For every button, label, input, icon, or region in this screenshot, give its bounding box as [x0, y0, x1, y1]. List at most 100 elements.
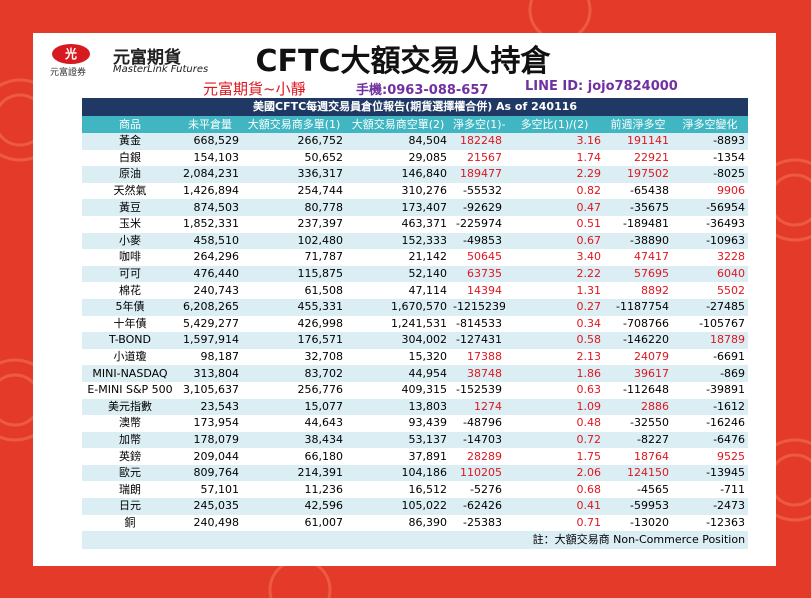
cell: 2.13 — [576, 350, 602, 364]
cell: 57695 — [604, 265, 672, 283]
cell: 668,529 — [178, 133, 242, 150]
cell: 61,007 — [304, 515, 344, 529]
cell: 3,105,637 — [183, 383, 239, 397]
cell: 1,670,570 — [346, 298, 450, 316]
cell: 0.67 — [505, 232, 604, 250]
cell: 44,643 — [304, 416, 344, 430]
commodity: 瑞朗 — [119, 482, 141, 496]
cell: 13,803 — [346, 398, 450, 416]
cell: -6476 — [672, 431, 749, 449]
cell: 21567 — [467, 150, 502, 164]
commodity: 美元指數 — [82, 398, 178, 416]
cell: -16246 — [706, 416, 746, 430]
cell: 1.31 — [576, 283, 602, 297]
cell: 463,371 — [401, 217, 448, 231]
cell: 105,022 — [346, 498, 450, 515]
cell: 6040 — [672, 265, 749, 283]
column-header: 大額交易商多單(1) — [242, 116, 346, 133]
cell: -12363 — [706, 515, 746, 529]
row: 玉米 1,852,331 237,397 463,371 -225974 0.51 -189… — [82, 216, 748, 233]
logo: 光 — [52, 44, 90, 64]
cell: 1,241,531 — [391, 316, 447, 330]
cell: 0.34 — [576, 316, 602, 330]
cell: 86,390 — [408, 515, 448, 529]
cell: 237,397 — [297, 217, 344, 231]
row: 美元指數 23,543 15,077 13,803 1274 1.09 2886 -1612 — [82, 398, 749, 416]
row: 棉花 240,743 61,508 47,114 14394 1.31 8892 5502 — [82, 282, 748, 299]
cell: 154,103 — [193, 150, 240, 164]
cell: -36493 — [706, 217, 746, 231]
cell: 0.51 — [576, 217, 602, 231]
row: 白銀 154,103 50,652 29,085 21567 1.74 22921 -1354 — [82, 150, 748, 167]
cell: 61,508 — [304, 283, 344, 297]
cell: 110205 — [450, 464, 505, 482]
cell: 84,504 — [346, 133, 450, 150]
cell: 38748 — [450, 365, 505, 382]
cell: 93,439 — [408, 416, 448, 430]
row: 澳幣 173,954 44,643 93,439 -48796 0.48 -32550 -16… — [82, 415, 748, 432]
commodity: 天然氣 — [113, 184, 147, 198]
cell: 254,744 — [297, 184, 344, 198]
cell: 1,426,894 — [183, 184, 239, 198]
cell: -13945 — [672, 464, 749, 482]
row: 黃豆 874,503 80,778 173,407 -92629 0.47 -35675 -5… — [82, 199, 749, 216]
cell: 0.41 — [505, 498, 604, 515]
cell: -711 — [720, 482, 746, 496]
cell: -10963 — [672, 232, 749, 250]
cell: 191141 — [604, 133, 672, 150]
cell: 409,315 — [401, 383, 448, 397]
row: 小道瓊 98,187 32,708 15,320 17388 2.13 24079 -6691 — [82, 349, 748, 366]
commodity: 日元 — [82, 498, 178, 515]
cell: 178,079 — [178, 431, 242, 449]
cell: 0.48 — [576, 416, 602, 430]
cell: 16,512 — [408, 482, 448, 496]
cell: 182248 — [450, 133, 505, 150]
logo-mark: 光 — [64, 46, 77, 61]
cell: 146,840 — [346, 166, 450, 183]
column-header: 淨多空變化 — [672, 116, 749, 133]
logo-sub: 元富證券 — [50, 68, 87, 78]
cell: -59953 — [604, 498, 672, 515]
cell: 53,137 — [346, 431, 450, 449]
commodity: 玉米 — [119, 217, 141, 231]
cell: -5276 — [470, 482, 502, 496]
commodity: 歐元 — [82, 464, 178, 482]
contact-phone: 手機:0963-088-657 — [356, 83, 489, 98]
cell: 2886 — [604, 398, 672, 416]
row: 天然氣 1,426,894 254,744 310,276 -55532 0.82 -654… — [82, 183, 748, 200]
column-header: 前週淨多空 — [604, 116, 672, 133]
cell: 1,597,914 — [178, 332, 242, 349]
cell: 42,596 — [242, 498, 346, 515]
cell: 115,875 — [242, 265, 346, 283]
cell: 29,085 — [408, 150, 448, 164]
cell: 50,652 — [304, 150, 344, 164]
cell: -8893 — [672, 133, 749, 150]
cell: 240,743 — [193, 283, 240, 297]
cell: 1.75 — [576, 449, 602, 463]
cell: 240,498 — [193, 515, 240, 529]
cell: -1215239 — [450, 298, 505, 316]
cell: 264,296 — [193, 250, 240, 264]
cell: -1187754 — [604, 298, 672, 316]
cell: -56954 — [672, 199, 749, 216]
cell: -869 — [672, 365, 749, 382]
column-header: 淨多空(1)-(2) — [450, 116, 505, 133]
cell: 304,002 — [346, 332, 450, 349]
cell: 0.58 — [505, 332, 604, 349]
cell: 15,320 — [408, 350, 448, 364]
column-header: 大額交易商空單(2) — [346, 116, 450, 133]
cell: -4565 — [637, 482, 669, 496]
row: 加幣 178,079 38,434 53,137 -14703 0.72 -8227 -647… — [82, 431, 749, 449]
cell: 104,186 — [346, 464, 450, 482]
cell: 197502 — [604, 166, 672, 183]
cell: -225974 — [456, 217, 502, 231]
caption: 美國CFTC每週交易員倉位報告(期貨選擇權合併) As of 240116 — [82, 98, 749, 116]
cell: 189477 — [450, 166, 505, 183]
cell: 245,035 — [178, 498, 242, 515]
row: 黃金 668,529 266,752 84,504 182248 3.16 191141 -8… — [82, 133, 749, 150]
commodity: 可可 — [82, 265, 178, 283]
table: 美國CFTC每週交易員倉位報告(期貨選擇權合併) As of 240116 商品未… — [82, 98, 749, 550]
cell: 336,317 — [242, 166, 346, 183]
commodity: 十年債 — [113, 316, 147, 330]
cell: 2.22 — [505, 265, 604, 283]
